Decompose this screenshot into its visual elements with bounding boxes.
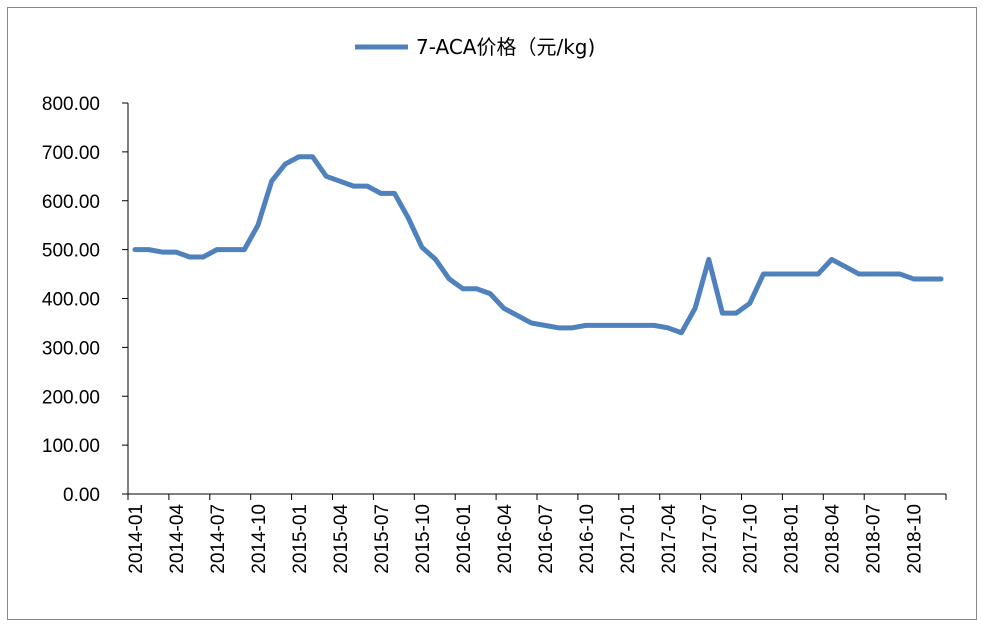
legend: 7-ACA价格（元/kg) [355,35,595,59]
data-point [173,250,178,255]
data-point [775,272,780,277]
data-point [583,323,588,328]
data-point [515,313,520,318]
x-tick-label: 2014-07 [208,504,229,574]
data-point [133,247,138,252]
data-point [597,323,602,328]
data-point [720,311,725,316]
data-point [693,306,698,311]
data-point [611,323,616,328]
data-point [460,286,465,291]
x-tick-label: 2018-01 [782,504,803,574]
data-point [788,272,793,277]
data-point [365,184,370,189]
data-point [146,247,151,252]
x-tick-label: 2015-07 [372,504,393,574]
data-point [392,191,397,196]
data-point [542,323,547,328]
legend-label: 7-ACA价格（元/kg) [416,35,595,59]
y-tick-label: 800.00 [42,94,100,115]
data-point [638,323,643,328]
data-point [665,325,670,330]
y-axis: 0.00 100.00 200.00 300.00 400.00 500.00 600.00… [42,94,129,506]
x-tick-label: 2017-04 [659,504,680,574]
data-point [242,247,247,252]
data-point [474,286,479,291]
data-point [679,330,684,335]
x-tick-label: 2018-10 [905,504,926,574]
data-point [228,247,233,252]
y-tick-label: 100.00 [42,436,100,457]
series-line-7aca-price [132,154,944,336]
data-point [201,254,206,259]
y-tick-label: 700.00 [42,143,100,164]
x-tick-label: 2016-01 [454,504,475,574]
x-tick-label: 2018-04 [823,504,844,574]
data-point [501,306,506,311]
data-point [378,191,383,196]
data-point [734,311,739,316]
data-point [529,320,534,325]
data-point [406,215,411,220]
x-tick-label: 2017-07 [700,504,721,574]
x-tick-label: 2015-01 [290,504,311,574]
data-point [911,276,916,281]
chart-frame [7,7,977,620]
data-point [337,179,342,184]
x-tick-label: 2014-10 [249,504,270,574]
data-point [802,272,807,277]
y-tick-label: 500.00 [42,241,100,262]
y-tick-label: 300.00 [42,338,100,359]
data-point [761,272,766,277]
x-tick-label: 2018-07 [864,504,885,574]
y-tick-label: 600.00 [42,192,100,213]
data-point [160,250,165,255]
data-point [255,223,260,228]
data-point [898,272,903,277]
x-tick-label: 2014-01 [126,504,147,574]
data-point [447,276,452,281]
data-point [843,264,848,269]
x-axis: 2014-01 2014-04 2014-07 2014-10 2015-01 2015-… [126,493,947,574]
data-point [857,272,862,277]
data-point [870,272,875,277]
data-point [556,325,561,330]
x-tick-label: 2014-04 [167,504,188,574]
data-point [269,179,274,184]
x-tick-label: 2017-01 [618,504,639,574]
y-tick-label: 0.00 [63,485,100,506]
data-point [884,272,889,277]
data-point [433,257,438,262]
data-point [816,272,821,277]
data-point [296,154,301,159]
data-point [419,245,424,250]
data-point [570,325,575,330]
data-point [939,276,944,281]
data-point [706,257,711,262]
x-tick-label: 2015-10 [413,504,434,574]
data-point [747,301,752,306]
data-point [283,162,288,167]
x-tick-label: 2017-10 [741,504,762,574]
data-point [214,247,219,252]
data-point [187,254,192,259]
y-tick-label: 400.00 [42,290,100,311]
x-tick-label: 2015-04 [331,504,352,574]
plot-area [132,154,944,336]
data-point [652,323,657,328]
data-point [488,291,493,296]
x-tick-label: 2016-07 [536,504,557,574]
x-tick-label: 2016-04 [495,504,516,574]
data-point [829,257,834,262]
data-point [310,154,315,159]
data-point [624,323,629,328]
data-point [324,174,329,179]
y-tick-label: 200.00 [42,387,100,408]
data-point [925,276,930,281]
x-tick-label: 2016-10 [577,504,598,574]
data-point [351,184,356,189]
